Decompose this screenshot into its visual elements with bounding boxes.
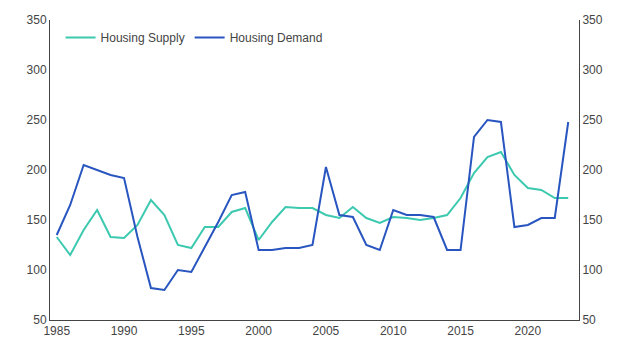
svg-text:300: 300 bbox=[582, 63, 602, 77]
svg-text:1990: 1990 bbox=[111, 324, 138, 338]
svg-text:50: 50 bbox=[33, 313, 47, 327]
svg-text:350: 350 bbox=[582, 13, 602, 27]
svg-text:150: 150 bbox=[582, 213, 602, 227]
svg-text:2015: 2015 bbox=[447, 324, 474, 338]
svg-text:250: 250 bbox=[27, 113, 47, 127]
svg-text:350: 350 bbox=[27, 13, 47, 27]
svg-text:1995: 1995 bbox=[178, 324, 205, 338]
svg-text:200: 200 bbox=[27, 163, 47, 177]
svg-text:100: 100 bbox=[27, 263, 47, 277]
svg-text:2000: 2000 bbox=[245, 324, 272, 338]
svg-text:50: 50 bbox=[582, 313, 596, 327]
svg-text:200: 200 bbox=[582, 163, 602, 177]
svg-text:150: 150 bbox=[27, 213, 47, 227]
svg-text:1985: 1985 bbox=[43, 324, 70, 338]
svg-text:250: 250 bbox=[582, 113, 602, 127]
svg-text:2010: 2010 bbox=[380, 324, 407, 338]
svg-text:2020: 2020 bbox=[514, 324, 541, 338]
svg-text:100: 100 bbox=[582, 263, 602, 277]
svg-text:Housing Supply: Housing Supply bbox=[101, 31, 185, 45]
svg-text:300: 300 bbox=[27, 63, 47, 77]
svg-text:Housing Demand: Housing Demand bbox=[230, 31, 323, 45]
svg-text:2005: 2005 bbox=[313, 324, 340, 338]
